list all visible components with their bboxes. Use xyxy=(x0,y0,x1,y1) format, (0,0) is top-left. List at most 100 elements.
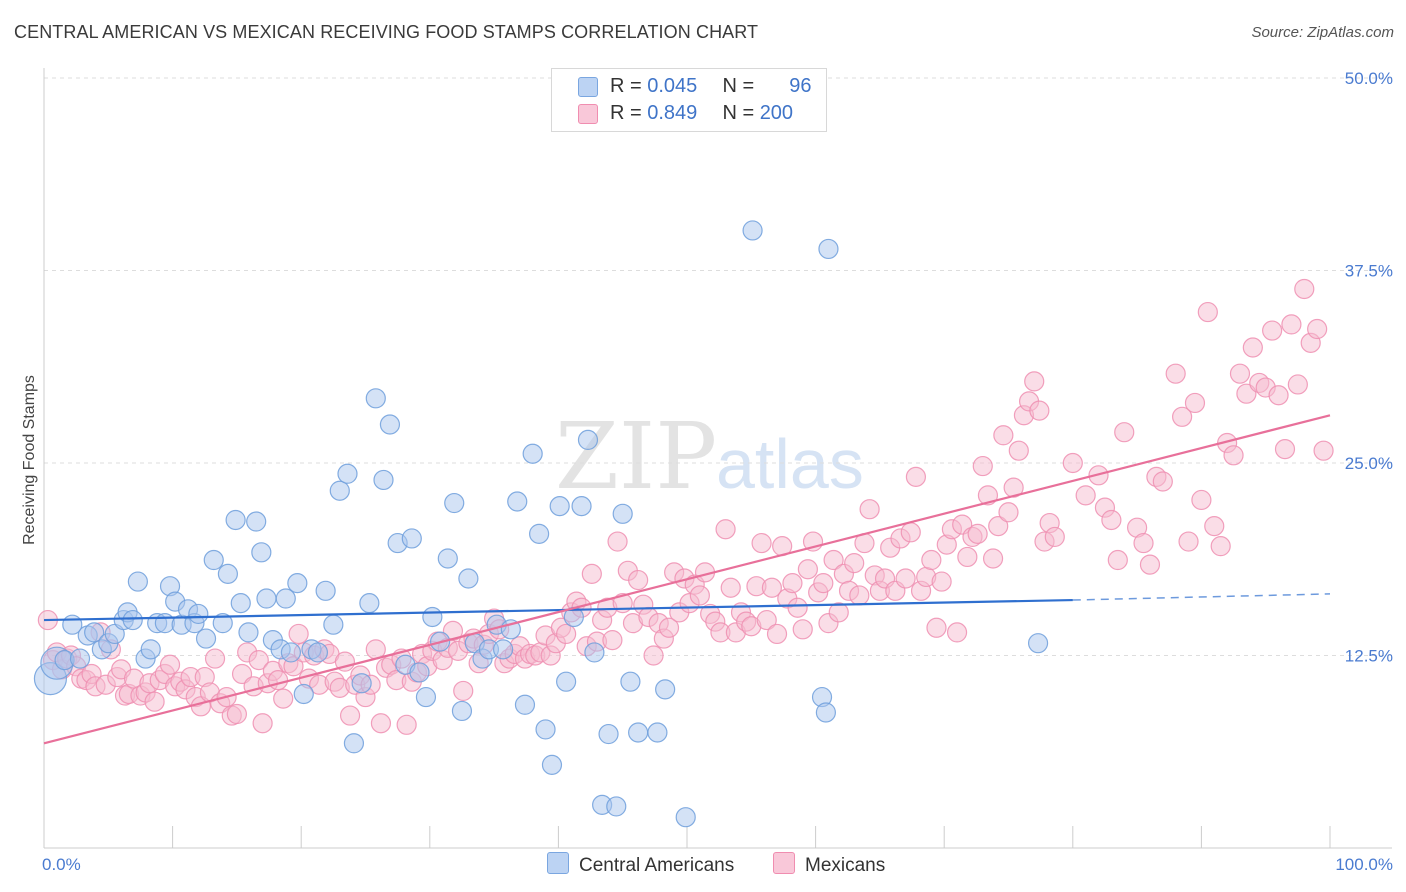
central-americans-point xyxy=(577,429,599,450)
central-americans-point xyxy=(280,642,302,663)
legend-r-label: R = xyxy=(610,102,642,124)
mexicans-point xyxy=(226,703,247,725)
watermark-zip: ZIP xyxy=(555,403,717,510)
mexicans-point xyxy=(946,622,968,643)
legend-r-value: 0.045 xyxy=(647,75,698,97)
mexicans-point xyxy=(1101,509,1122,531)
central-americans-point xyxy=(422,606,443,628)
mexicans-point xyxy=(1294,278,1315,300)
mexicans-point xyxy=(1075,485,1096,506)
central-americans-point xyxy=(598,723,619,745)
trend-lines xyxy=(43,414,1331,745)
central-americans-point xyxy=(451,700,473,722)
mexicans-point xyxy=(1008,440,1029,461)
watermark: ZIP atlas xyxy=(555,403,864,510)
mexicans-point xyxy=(1024,371,1045,392)
mexicans-point xyxy=(787,597,808,618)
central-americans-point xyxy=(238,622,259,643)
mexicans-point xyxy=(715,519,736,540)
bottom-legend-label: Central Americans xyxy=(579,855,735,876)
correlation-legend: R = 0.045 N = 96 R = 0.849 N = 200 xyxy=(551,68,827,132)
mexicans-point xyxy=(453,680,474,702)
central-americans-point xyxy=(818,238,839,260)
mexicans-point xyxy=(828,602,849,623)
mexicans-point xyxy=(931,571,952,592)
central-americans-point xyxy=(541,754,563,775)
central-americans-point xyxy=(373,469,394,491)
central-americans-point xyxy=(329,480,350,501)
central-americans-point xyxy=(1027,633,1049,654)
y-tick-label: 25.0% xyxy=(1345,454,1393,473)
central-americans-point xyxy=(212,613,233,634)
mexicans-point xyxy=(797,559,818,580)
legend-n-value: 96 xyxy=(789,75,812,97)
central-americans-point xyxy=(275,588,296,609)
central-americans-point xyxy=(655,679,676,700)
mexicans-point xyxy=(1204,516,1225,537)
mexicans-point xyxy=(1184,392,1206,414)
gridlines xyxy=(44,77,1392,656)
central-americans-point xyxy=(444,492,465,514)
mexicans-point xyxy=(231,663,253,685)
central-americans-point xyxy=(675,807,696,828)
mexicans-point xyxy=(1044,526,1065,548)
mexicans-trend-line xyxy=(43,414,1331,745)
mexicans-point xyxy=(159,654,181,675)
central-americans-point xyxy=(225,509,246,531)
mexicans-point xyxy=(1287,374,1308,395)
mexicans-point xyxy=(1107,549,1128,571)
mexicans-point xyxy=(957,546,978,568)
central-americans-point xyxy=(251,542,272,563)
mexicans-point xyxy=(921,549,942,571)
mexicans-point xyxy=(1178,531,1199,552)
mexicans-point xyxy=(977,485,999,506)
central-americans-point xyxy=(256,588,277,609)
mexicans-point xyxy=(905,466,927,487)
mexicans-point xyxy=(967,523,988,544)
central-americans-point xyxy=(337,463,358,484)
mexicans-point xyxy=(370,713,392,734)
mexicans-point xyxy=(859,499,880,520)
central-americans-point xyxy=(522,443,543,464)
mexicans-point xyxy=(628,569,649,591)
mexicans-point xyxy=(144,691,165,712)
central-americans-point xyxy=(188,603,209,625)
central-americans-point xyxy=(628,722,649,743)
y-tick-label: 50.0% xyxy=(1345,69,1393,88)
central-americans-point xyxy=(409,662,430,683)
mexicans-point xyxy=(1003,477,1024,498)
mexicans-point xyxy=(1191,489,1212,511)
central-americans-point xyxy=(647,722,668,743)
central-americans-point xyxy=(84,622,105,643)
central-americans-point xyxy=(507,491,528,512)
mexicans-point xyxy=(643,645,664,666)
mexicans-point xyxy=(1229,363,1251,384)
central-americans-point xyxy=(307,642,329,663)
bottom-legend-central-americans: Central Americans xyxy=(547,852,734,877)
central-americans-point xyxy=(217,563,238,584)
legend-r-label: R = xyxy=(610,75,642,97)
mexicans-point xyxy=(689,585,710,606)
mexicans-point xyxy=(1139,554,1161,575)
central-americans-point xyxy=(323,614,344,635)
central-americans-point xyxy=(458,568,479,589)
central-americans-point xyxy=(415,686,437,708)
central-americans-point xyxy=(315,580,336,601)
mexicans-point xyxy=(720,577,741,598)
mexicans-point xyxy=(988,516,1009,537)
mexicans-point xyxy=(607,531,628,552)
chart-title: CENTRAL AMERICAN VS MEXICAN RECEIVING FO… xyxy=(14,22,759,42)
central-americans-point xyxy=(742,220,763,241)
mexicans-point xyxy=(252,713,273,734)
central-americans-point xyxy=(379,414,401,435)
legend-r-value: 0.849 xyxy=(647,102,698,124)
mexicans-point xyxy=(248,650,269,671)
central-americans-point xyxy=(556,671,577,692)
central-americans-point xyxy=(620,671,641,692)
mexicans-point xyxy=(273,688,294,709)
central-americans-point xyxy=(293,683,314,705)
legend-swatch-pink xyxy=(578,104,598,124)
central-americans-point xyxy=(437,548,458,569)
watermark-atlas: atlas xyxy=(716,425,864,503)
